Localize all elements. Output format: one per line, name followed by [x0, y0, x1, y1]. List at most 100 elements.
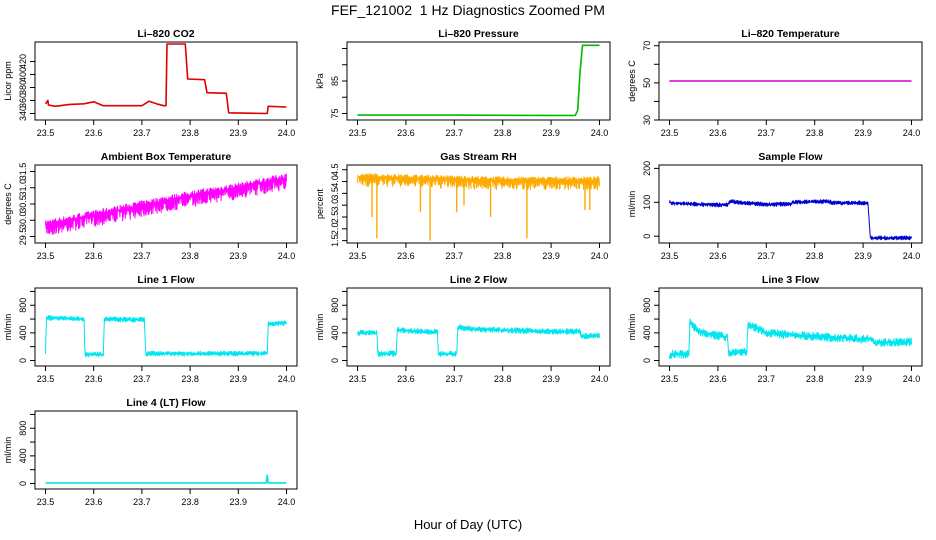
x-tick-label: 23.7	[446, 251, 464, 261]
x-tick-label: 23.7	[758, 251, 776, 261]
x-tick-label: 24.0	[278, 497, 296, 507]
x-tick-label: 23.7	[133, 374, 151, 384]
x-tick-label: 23.5	[661, 128, 679, 138]
x-tick-label: 24.0	[278, 128, 296, 138]
y-tick-label: 0	[330, 358, 340, 363]
y-tick-label: 50	[642, 78, 652, 88]
y-tick-label: 800	[18, 421, 28, 436]
y-tick-label: 800	[18, 298, 28, 313]
data-series	[357, 173, 600, 191]
x-tick-label: 24.0	[591, 374, 609, 384]
x-tick-label: 23.6	[709, 128, 727, 138]
plot-frame	[658, 41, 923, 121]
plot-frame	[658, 164, 923, 244]
y-tick-label: 30.0	[18, 211, 28, 229]
y-tick-label: 400	[642, 325, 652, 340]
data-series	[357, 324, 600, 357]
x-tick-label: 23.7	[446, 128, 464, 138]
y-tick-label: 400	[330, 325, 340, 340]
x-tick-label: 23.9	[854, 128, 872, 138]
x-tick-label: 24.0	[278, 374, 296, 384]
panel-title: Gas Stream RH	[440, 151, 516, 163]
x-tick-label: 23.5	[661, 251, 679, 261]
panel-title: Ambient Box Temperature	[101, 151, 232, 163]
x-tick-label: 23.5	[349, 374, 367, 384]
x-tick-label: 23.9	[230, 374, 248, 384]
x-tick-label: 23.7	[758, 128, 776, 138]
x-tick-label: 23.6	[709, 374, 727, 384]
y-tick-label: 2.5	[330, 211, 340, 224]
x-tick-label: 23.9	[230, 497, 248, 507]
chart-panel-1: Li–820 CO2 Licor ppm 23.5 23.6 23.7 23.8 23.9 2…	[3, 28, 298, 138]
x-tick-label: 23.6	[85, 374, 103, 384]
x-tick-label: 24.0	[903, 251, 921, 261]
data-series	[44, 43, 287, 115]
x-tick-label: 24.0	[903, 128, 921, 138]
panel-title: Line 3 Flow	[762, 274, 820, 286]
y-tick-label: 400	[18, 448, 28, 463]
y-tick-label: 3.0	[330, 199, 340, 212]
x-tick-label: 23.7	[446, 374, 464, 384]
x-tick-label: 23.9	[854, 374, 872, 384]
x-tick-label: 23.9	[854, 251, 872, 261]
x-tick-label: 23.5	[37, 497, 55, 507]
x-tick-label: 24.0	[903, 374, 921, 384]
chart-panel-4: Ambient Box Temperature degrees C 23.5 23.6…	[3, 151, 298, 261]
x-tick-label: 23.6	[85, 497, 103, 507]
y-axis-label: ml/min	[315, 314, 325, 341]
x-tick-label: 23.8	[806, 128, 824, 138]
x-tick-label: 23.7	[758, 374, 776, 384]
x-tick-label: 23.5	[661, 374, 679, 384]
panel-title: Li–820 Pressure	[438, 28, 519, 40]
chart-panel-5: Gas Stream RH percent 23.5 23.6 23.7 23.8 23.9…	[315, 151, 611, 261]
plot-frame	[34, 410, 298, 490]
x-tick-label: 23.7	[133, 251, 151, 261]
panel-title: Line 1 Flow	[137, 274, 195, 286]
y-tick-label: 800	[330, 298, 340, 313]
x-tick-label: 23.7	[133, 497, 151, 507]
x-tick-label: 23.8	[494, 374, 512, 384]
y-tick-label: 4.0	[330, 175, 340, 188]
x-tick-label: 23.8	[806, 374, 824, 384]
y-axis-label: percent	[315, 188, 325, 219]
y-tick-label: 0	[642, 358, 652, 363]
y-tick-label: 3.5	[330, 187, 340, 200]
y-axis-label: degrees C	[627, 60, 637, 102]
chart-panel-10: Line 4 (LT) Flow ml/min 23.5 23.6 23.7 23.8 23…	[3, 397, 298, 507]
y-tick-label: 0	[18, 358, 28, 363]
y-tick-label: 31.5	[18, 163, 28, 181]
x-tick-label: 23.8	[494, 128, 512, 138]
x-tick-label: 23.5	[37, 128, 55, 138]
data-series	[669, 318, 912, 359]
x-tick-label: 24.0	[278, 251, 296, 261]
x-tick-label: 23.9	[542, 128, 560, 138]
x-tick-label: 23.7	[133, 128, 151, 138]
x-tick-label: 23.8	[494, 251, 512, 261]
y-tick-label: 400	[18, 67, 28, 82]
x-tick-label: 23.6	[397, 128, 415, 138]
x-tick-label: 23.9	[542, 374, 560, 384]
data-series	[45, 314, 287, 358]
x-tick-label: 23.8	[181, 251, 199, 261]
y-tick-label: 340	[18, 106, 28, 121]
x-tick-label: 23.5	[37, 251, 55, 261]
x-tick-label: 23.8	[806, 251, 824, 261]
x-tick-label: 24.0	[591, 251, 609, 261]
x-tick-label: 24.0	[591, 128, 609, 138]
y-tick-label: 4.5	[330, 163, 340, 176]
chart-panel-8: Line 2 Flow ml/min 23.5 23.6 23.7 23.8 23.9 24.…	[315, 274, 611, 384]
x-tick-label: 23.8	[181, 374, 199, 384]
y-tick-label: 420	[18, 54, 28, 69]
chart-panel-9: Line 3 Flow ml/min 23.5 23.6 23.7 23.8 23.9 24.…	[627, 274, 923, 384]
chart-panel-2: Li–820 Pressure kPa 23.5 23.6 23.7 23.8 23.9 24…	[315, 28, 611, 138]
y-tick-label: 31.0	[18, 179, 28, 197]
x-tick-label: 23.6	[397, 251, 415, 261]
data-series	[45, 173, 287, 235]
x-tick-label: 23.9	[542, 251, 560, 261]
y-tick-label: 70	[642, 41, 652, 51]
main-title: FEF_121002 1 Hz Diagnostics Zoomed PM	[331, 2, 605, 18]
x-tick-label: 23.6	[709, 251, 727, 261]
y-tick-label: 30	[642, 115, 652, 125]
y-tick-label: 0	[18, 481, 28, 486]
y-tick-label: 30.5	[18, 195, 28, 213]
